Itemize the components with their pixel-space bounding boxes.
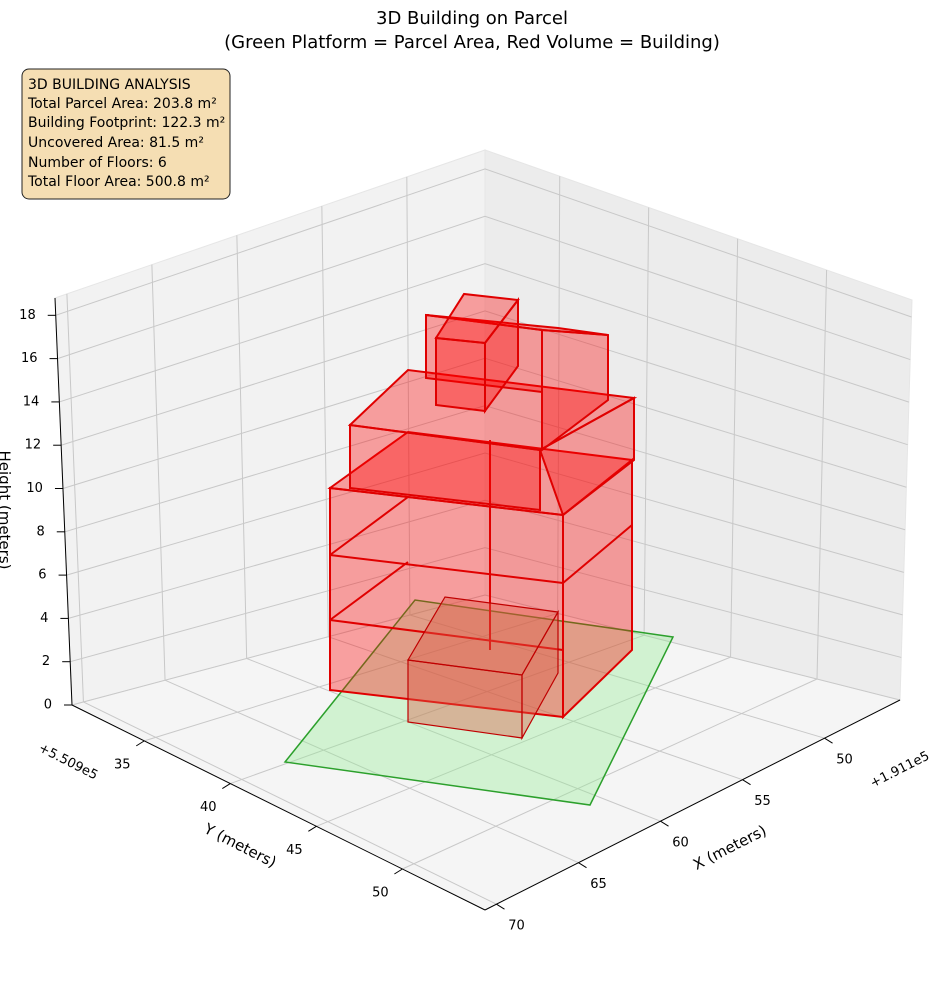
- z-tick-label: 10: [26, 481, 43, 496]
- block: [541, 328, 609, 453]
- block: [484, 297, 519, 415]
- grid-line: [230, 207, 650, 785]
- floor-line: [329, 496, 409, 556]
- y-axis: [71, 704, 486, 911]
- x-axis: [484, 699, 901, 911]
- x-tick-label: 65: [590, 877, 607, 892]
- annotation-line: 3D BUILDING ANALYSIS: [28, 77, 191, 93]
- z-tick-label: 2: [42, 654, 50, 669]
- annotation-line: Uncovered Area: 81.5 m²: [28, 135, 204, 151]
- y-tick-label: 50: [372, 886, 389, 901]
- annotation-line: Total Floor Area: 500.8 m²: [27, 174, 210, 190]
- y-axis-label: Y (meters): [200, 819, 279, 871]
- grid-line: [68, 499, 903, 619]
- x-tick: [496, 903, 505, 910]
- grid-line: [316, 238, 739, 827]
- y-tick: [222, 783, 231, 790]
- grid-line: [66, 452, 904, 576]
- grid-line: [151, 264, 579, 864]
- annotation-box: 3D BUILDING ANALYSIS Total Parcel Area: …: [21, 68, 231, 200]
- grid-line: [236, 235, 661, 822]
- grid-line: [59, 263, 910, 403]
- x-tick: [660, 820, 669, 827]
- z-tick-label: 12: [25, 438, 42, 453]
- y-tick: [136, 740, 145, 747]
- y-offset: +5.509e5: [36, 741, 100, 784]
- block: [435, 336, 486, 413]
- x-offset: +1.911e5: [868, 749, 932, 792]
- floor-line: [562, 524, 633, 584]
- annotation-bg: [21, 68, 231, 200]
- y-tick-label: 40: [200, 800, 217, 815]
- z-tick-label: 14: [23, 394, 40, 409]
- grid-line: [66, 293, 497, 905]
- z-tick-label: 0: [44, 698, 52, 713]
- z-tick-label: 8: [36, 524, 44, 539]
- block: [521, 609, 559, 741]
- grid-line: [402, 269, 828, 870]
- y-tick: [394, 868, 403, 875]
- y-tick-label: 45: [286, 843, 303, 858]
- grid-line: [71, 594, 901, 706]
- annotation-line: Total Parcel Area: 203.8 m²: [27, 96, 217, 112]
- x-tick: [824, 737, 833, 744]
- z-tick-label: 16: [21, 351, 38, 366]
- x-axis-label: X (meters): [690, 821, 769, 873]
- grid-line: [321, 206, 743, 781]
- building: [327, 292, 638, 741]
- grid-line: [60, 310, 908, 446]
- block: [538, 396, 635, 517]
- z-tick-label: 6: [38, 568, 46, 583]
- floor-line: [329, 561, 409, 621]
- x-tick-label: 50: [836, 753, 853, 768]
- grid-line: [70, 547, 902, 663]
- x-tick: [578, 862, 587, 869]
- parcel: [283, 599, 675, 806]
- z-axis-label: Height (meters): [0, 451, 14, 570]
- grid-line: [55, 168, 912, 318]
- floor-line: [329, 554, 564, 584]
- z-axis: [54, 297, 73, 706]
- z-tick-label: 4: [40, 611, 48, 626]
- x-tick-label: 70: [508, 919, 525, 934]
- grid: [55, 168, 912, 905]
- y-tick: [308, 825, 317, 832]
- floor-line: [329, 619, 564, 651]
- grid-line: [406, 176, 825, 739]
- x-tick-label: 60: [672, 836, 689, 851]
- annotation-line: Number of Floors: 6: [28, 155, 167, 171]
- y-tick-label: 35: [114, 757, 131, 772]
- annotation-line: Building Footprint: 122.3 m²: [28, 115, 225, 131]
- chart-title: 3D Building on Parcel: [376, 8, 568, 29]
- x-tick: [742, 779, 751, 786]
- z-tick-label: 18: [19, 308, 36, 323]
- chart-subtitle: (Green Platform = Parcel Area, Red Volum…: [224, 32, 720, 53]
- grid-line: [57, 215, 911, 361]
- x-tick-label: 55: [754, 794, 771, 809]
